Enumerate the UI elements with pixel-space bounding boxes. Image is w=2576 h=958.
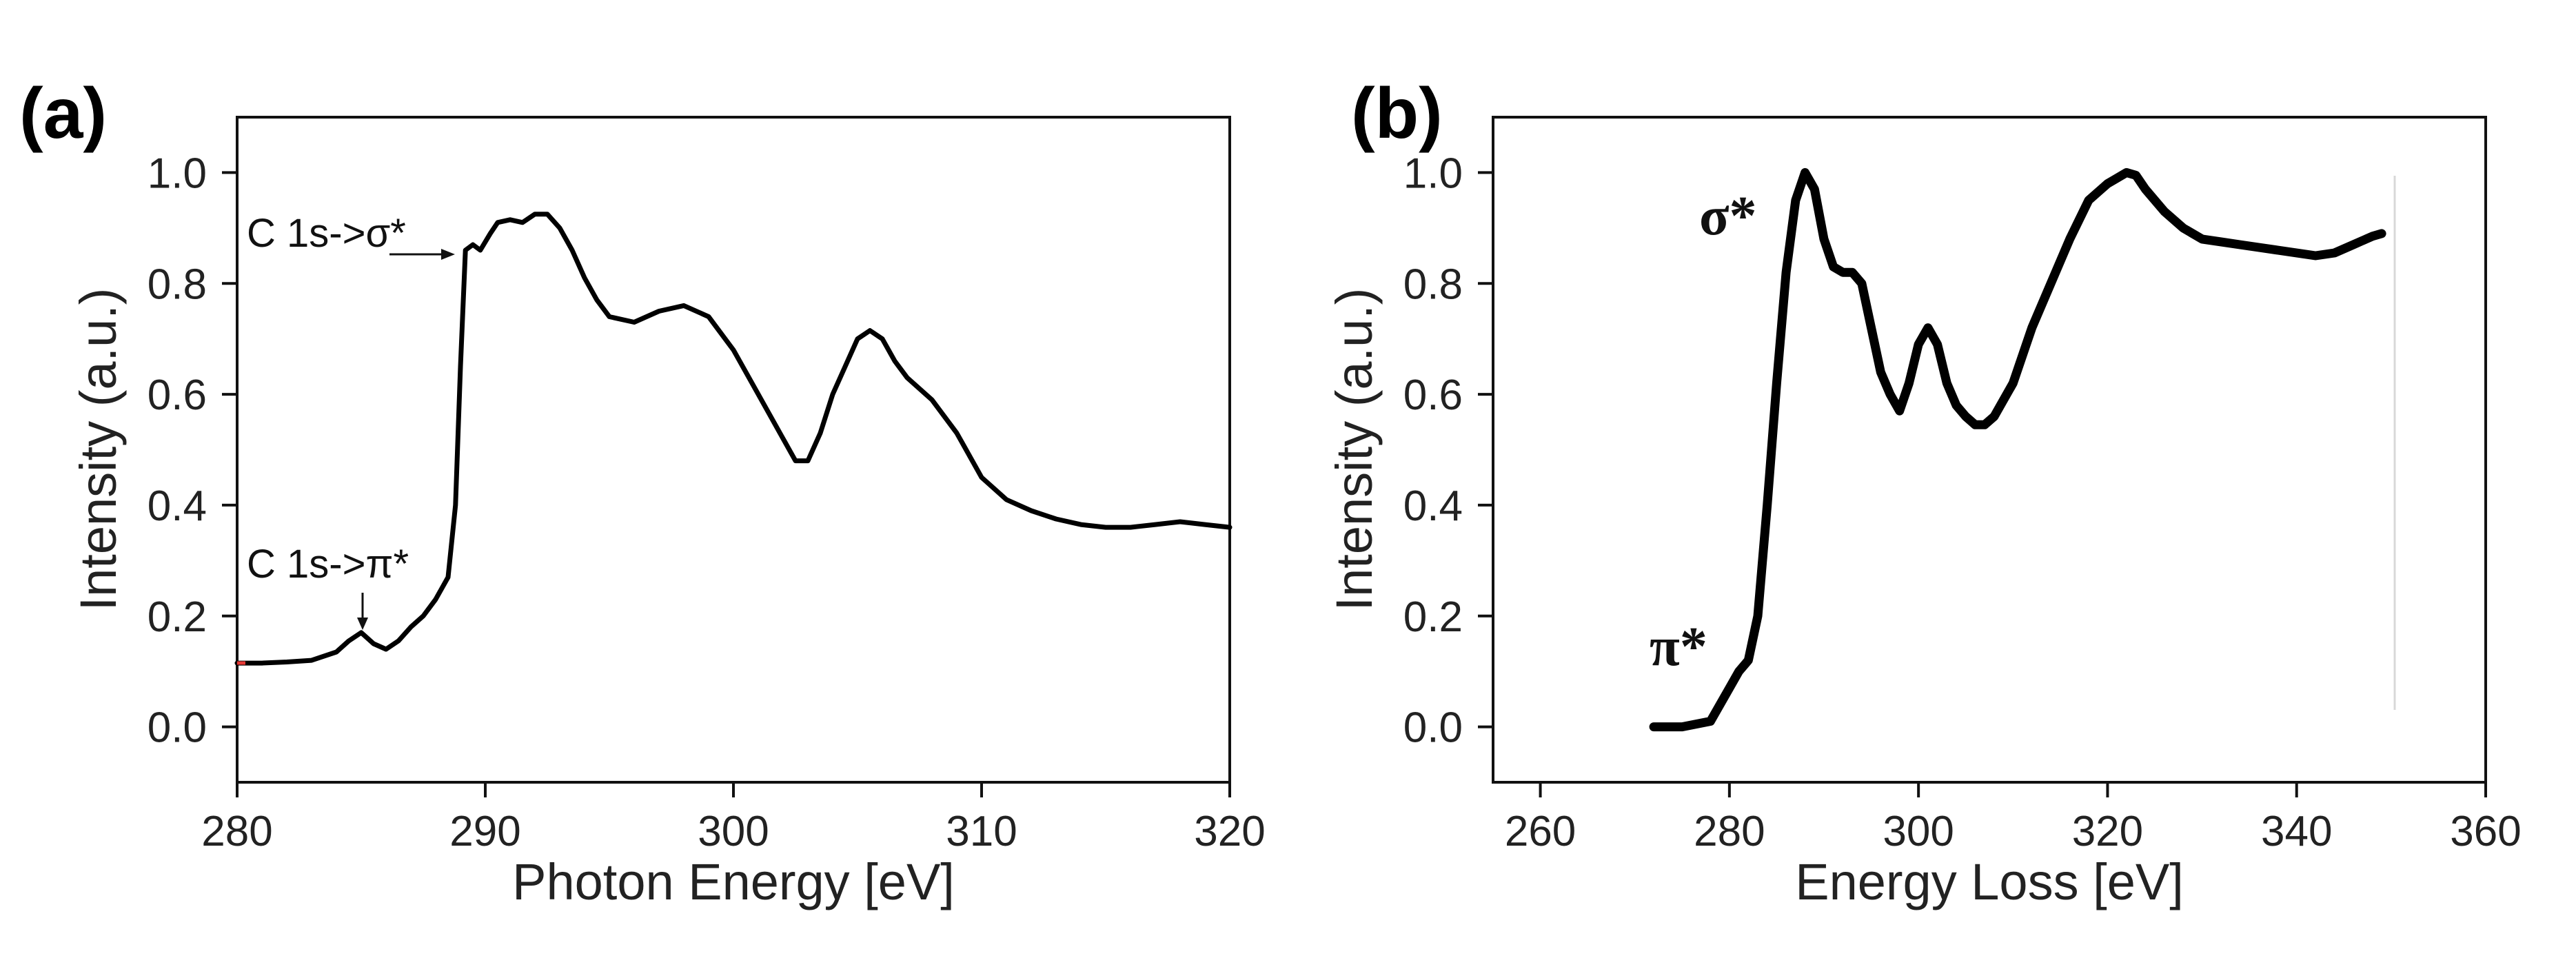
panel-a-y-tick-label: 0.8 [148,261,207,308]
panel-b-x-tick-label: 360 [2450,808,2521,855]
panel-a-label: (a) [19,74,107,154]
panel-a-y-tick-label: 1.0 [148,150,207,197]
panel-a-x-tick-label: 290 [449,808,520,855]
panel-b-x-tick-label: 260 [1505,808,1576,855]
panel-b-plot-frame [1492,116,2487,784]
panel-a-y-axis: 0.0 0.2 0.4 0.6 0.8 1.0 [148,150,237,752]
panel-a-y-tick-label: 0.2 [148,593,207,641]
panel-a-annotation-sigma: C 1s->σ* [247,211,406,256]
panel-b-y-tick-label: 0.6 [1403,371,1463,419]
panel-b-label: (b) [1351,74,1443,154]
panel-b-y-tick-label: 0.2 [1403,593,1463,641]
panel-a-x-tick-label: 320 [1194,808,1265,855]
panel-b-y-tick-label: 0.8 [1403,261,1463,308]
panel-a-annotation-pi: C 1s->π* [247,542,409,587]
panel-a-y-axis-title: Intensity (a.u.) [70,288,127,611]
panel-a-y-tick-label: 0.6 [148,371,207,419]
panel-b-y-axis-title: Intensity (a.u.) [1326,288,1383,611]
panel-a-y-tick-label: 0.0 [148,704,207,752]
panel-b-x-axis-title: Energy Loss [eV] [1795,853,2184,910]
panel-b-y-tick-label: 1.0 [1403,150,1463,197]
panel-b-annotation-sigma: σ* [1699,186,1757,247]
panel-b-x-tick-label: 320 [2072,808,2143,855]
panel-b-y-tick-label: 0.0 [1403,704,1463,752]
panel-a-sigma-arrow-head [441,249,455,260]
panel-b-y-tick-label: 0.4 [1403,482,1463,530]
panel-a-x-tick-label: 310 [946,808,1017,855]
panel-a-x-tick-label: 280 [201,808,272,855]
panel-a-x-axis: 280 290 300 310 320 [201,782,1266,855]
panel-b-y-axis: 0.0 0.2 0.4 0.6 0.8 1.0 [1403,150,1493,752]
panel-b-annotation-pi: π* [1650,617,1707,677]
panel-a-x-tick-label: 300 [698,808,769,855]
panel-b-x-axis: 260 280 300 320 340 360 [1505,782,2522,855]
panel-a-y-tick-label: 0.4 [148,482,207,530]
panel-b-x-tick-label: 280 [1694,808,1765,855]
panel-b-x-tick-label: 340 [2261,808,2332,855]
panel-a: (a) 280 290 300 310 320 0.0 0.2 0.4 0.6 0.8 1.0 P… [19,74,1266,910]
panel-b: (b) 260 280 300 320 340 360 0.0 0.2 0.4 0.6 0.8 1.… [1326,74,2522,910]
panel-a-series-line [234,212,1233,666]
panel-a-x-axis-title: Photon Energy [eV] [512,853,955,910]
panel-b-x-tick-label: 300 [1883,808,1954,855]
panel-a-pi-arrow-head [357,618,368,630]
panel-b-series-line [1649,167,2386,732]
